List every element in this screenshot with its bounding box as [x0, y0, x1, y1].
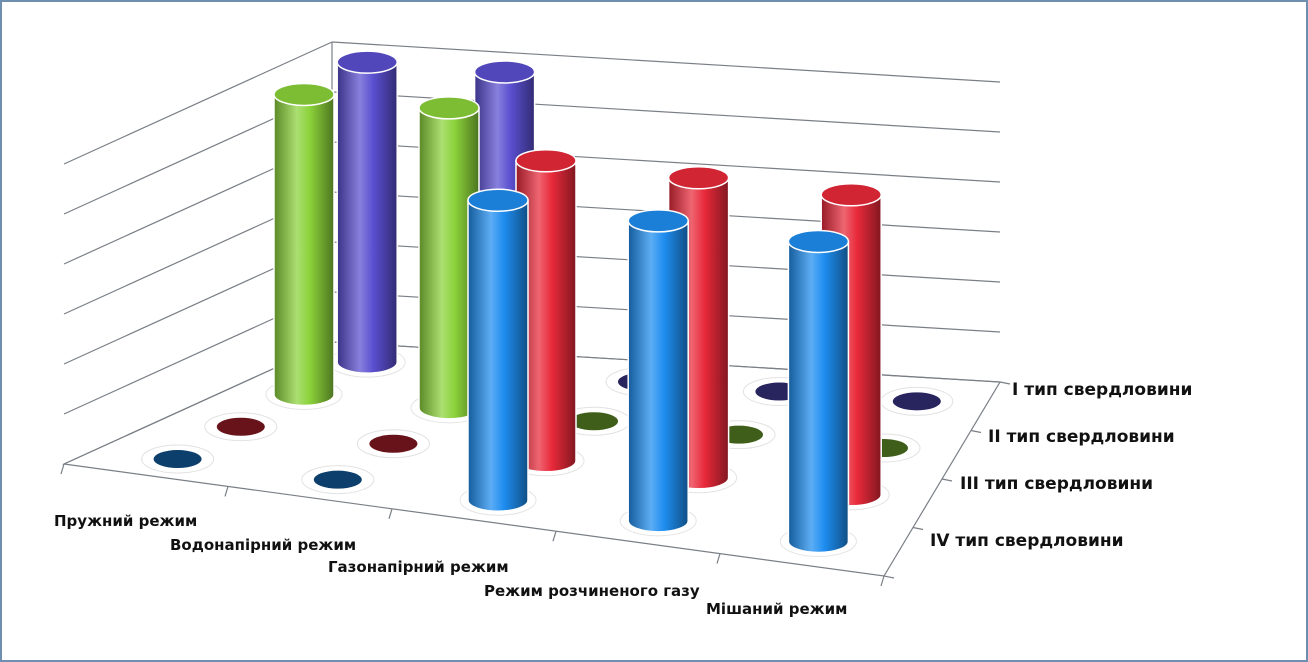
bar-top — [418, 96, 480, 120]
category-label: Пружний режим — [54, 512, 197, 530]
series-label: III тип свердловини — [960, 474, 1153, 494]
category-label: Водонапірний режим — [170, 536, 356, 554]
bar-2-1 — [356, 429, 430, 459]
bar-0-4 — [880, 386, 954, 416]
series-tick — [912, 526, 924, 531]
bar-top — [467, 188, 529, 212]
series-label: IV тип свердловини — [930, 531, 1124, 551]
bar-body — [273, 93, 335, 407]
bar-3-2 — [459, 188, 537, 516]
series-tick — [970, 429, 982, 434]
bar-top — [627, 209, 689, 233]
category-tick — [880, 575, 885, 587]
series-tick — [941, 478, 953, 482]
floor-layer — [60, 341, 1011, 587]
bar-body — [787, 240, 850, 554]
bar-1-0 — [265, 82, 343, 410]
bar-top — [667, 166, 730, 190]
series-tick — [999, 381, 1011, 385]
category-tick — [60, 463, 65, 475]
bar-top — [820, 183, 882, 207]
bar-top — [787, 229, 850, 254]
bar-body — [627, 220, 689, 533]
bar-top — [515, 149, 577, 173]
series-label: II тип свердловини — [988, 427, 1175, 447]
category-label: Мішаний режим — [706, 600, 847, 618]
bar-top — [336, 50, 398, 74]
bar-body — [336, 61, 398, 374]
category-tick — [224, 486, 229, 497]
zero-disc — [216, 417, 265, 436]
bar-3-1 — [301, 465, 375, 495]
bar-0-0 — [328, 50, 406, 378]
bar-3-3 — [619, 209, 697, 537]
labels-layer: Пружний режим Водонапірний режим Газонапір… — [54, 380, 1192, 618]
marks-layer — [141, 50, 954, 557]
side-gridline — [63, 41, 333, 165]
category-label: Режим розчиненого газу — [484, 582, 700, 600]
zero-disc — [313, 470, 362, 489]
bar-top — [273, 82, 335, 107]
zero-disc — [892, 392, 941, 411]
bar-body — [467, 199, 529, 512]
bar-top — [473, 60, 536, 84]
category-label: Газонапірний режим — [328, 558, 509, 576]
category-tick — [552, 531, 557, 542]
category-tick — [388, 508, 393, 519]
zero-disc — [153, 450, 202, 469]
back-gridline — [331, 41, 1001, 83]
series-label: I тип свердловини — [1012, 380, 1192, 400]
zero-disc — [570, 412, 618, 431]
bar-3-0 — [141, 444, 215, 474]
series-tick — [883, 575, 895, 579]
bar-3-4 — [779, 229, 857, 557]
bar-2-0 — [204, 412, 278, 442]
zero-disc — [369, 434, 418, 453]
category-tick — [716, 553, 721, 564]
